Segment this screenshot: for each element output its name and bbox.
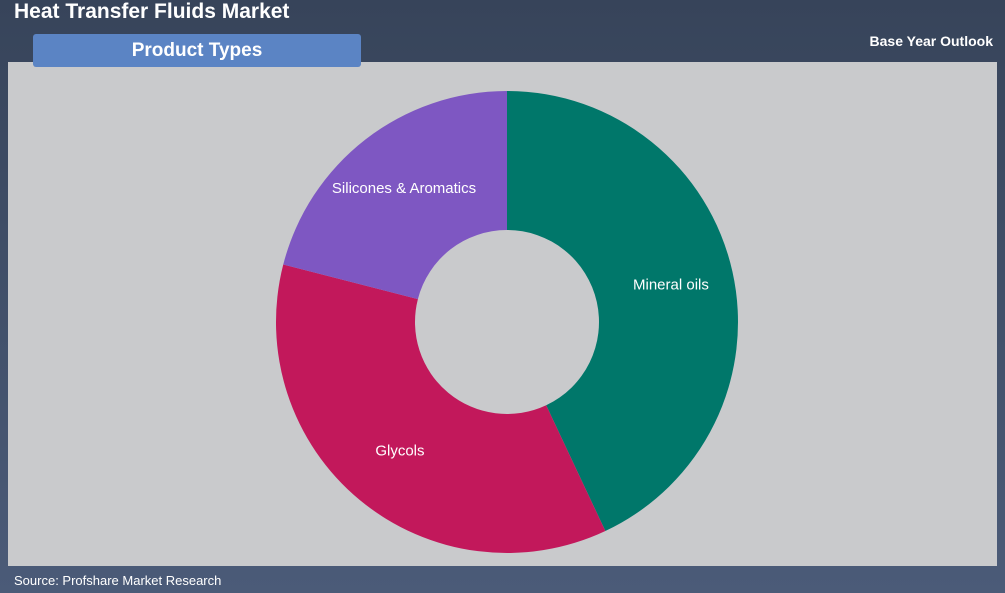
slice-label: Silicones & Aromatics	[332, 180, 476, 197]
donut-slice	[276, 264, 606, 553]
tab[interactable]: Product Types	[33, 34, 361, 67]
donut-slice	[283, 91, 507, 300]
chart-panel: Mineral oils Glycols Silicones & Aromatics	[8, 62, 997, 566]
page-title: Heat Transfer Fluids Market	[14, 0, 290, 23]
slice-label: Mineral oils	[633, 276, 709, 293]
outlook-label: Base Year Outlook	[869, 33, 993, 49]
donut-slice	[507, 91, 738, 532]
chart: Mineral oils Glycols Silicones & Aromatics	[276, 91, 738, 553]
slice-label: Glycols	[375, 442, 424, 459]
source: Source: Profshare Market Research	[14, 573, 222, 588]
